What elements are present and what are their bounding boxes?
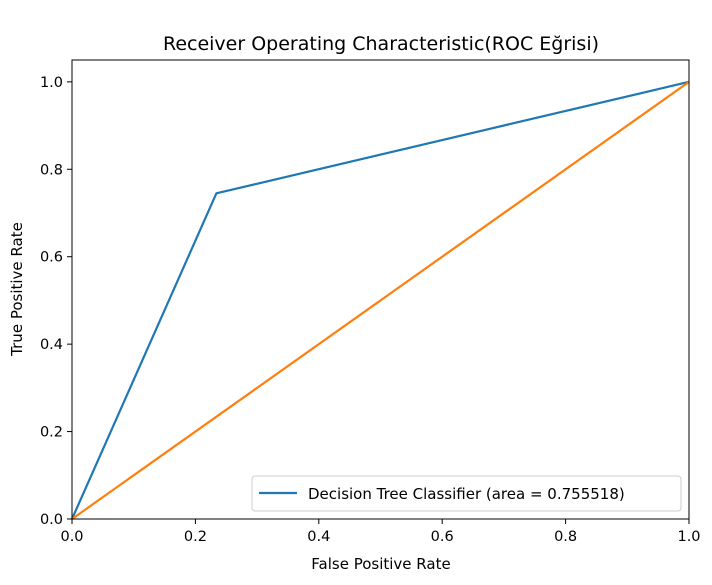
legend: Decision Tree Classifier (area = 0.75551… [251, 475, 682, 512]
y-axis-label: True Positive Rate [8, 222, 26, 357]
y-tick-label: 0.0 [40, 512, 63, 528]
y-tick-label: 0.4 [40, 337, 63, 353]
legend-label-decision-tree: Decision Tree Classifier (area = 0.75551… [308, 485, 625, 503]
chart-title: Receiver Operating Characteristic(ROC Eğ… [163, 33, 599, 55]
x-tick-label: 0.6 [431, 529, 454, 545]
x-tick-label: 0.2 [184, 529, 207, 545]
y-tick-label: 0.6 [40, 250, 63, 266]
x-tick-label: 0.0 [60, 529, 83, 545]
y-tick-label: 1.0 [40, 75, 63, 91]
y-tick-label: 0.8 [40, 162, 63, 178]
y-axis-ticks: 0.0 0.2 0.4 0.6 0.8 1.0 [40, 75, 72, 528]
series-layer [70, 80, 690, 520]
y-tick-label: 0.2 [40, 425, 63, 441]
series-line-decision-tree [70, 80, 690, 520]
x-tick-label: 0.4 [307, 529, 330, 545]
x-tick-label: 0.8 [554, 529, 577, 545]
x-axis-ticks: 0.0 0.2 0.4 0.6 0.8 1.0 [60, 519, 701, 545]
plot-frame [71, 59, 690, 520]
legend-box [251, 475, 682, 512]
series-line-reference-diagonal [71, 80, 690, 520]
x-tick-label: 1.0 [677, 529, 700, 545]
x-axis-label: False Positive Rate [311, 555, 450, 573]
